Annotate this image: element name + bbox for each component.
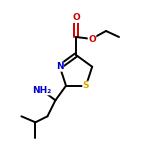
Text: NH₂: NH₂	[32, 86, 51, 95]
Text: O: O	[72, 14, 80, 22]
Text: S: S	[83, 81, 89, 90]
Text: O: O	[88, 35, 96, 43]
Text: N: N	[56, 62, 64, 71]
